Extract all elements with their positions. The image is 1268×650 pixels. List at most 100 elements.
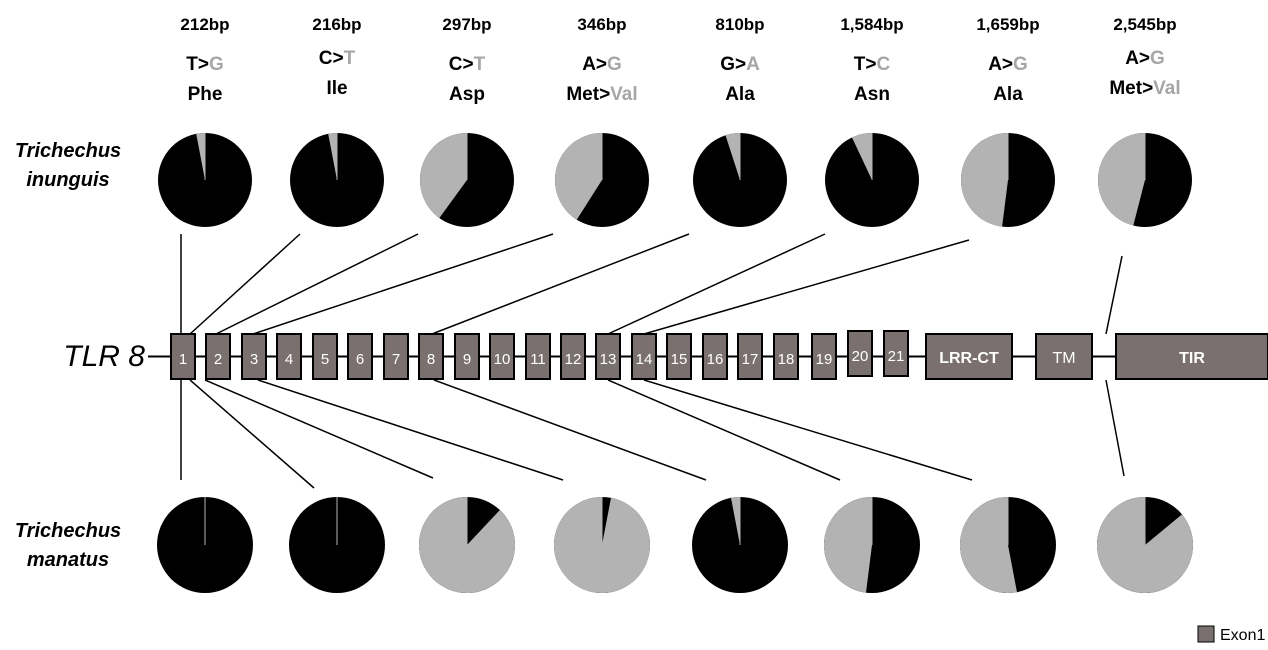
exon-box-19 — [811, 333, 837, 380]
connector-top-3 — [252, 233, 554, 335]
snp-ref-4: G — [720, 54, 735, 75]
exon-box-1 — [170, 333, 196, 380]
connector-top-5 — [607, 233, 826, 335]
exon-box-13 — [595, 333, 621, 380]
exon-box-20 — [847, 330, 873, 377]
exon-label-15: 15 — [671, 351, 688, 368]
domain-label-lrr-ct: LRR-CT — [939, 350, 999, 367]
exon-label-17: 17 — [742, 351, 759, 368]
pie-manatus-5-minor-slice — [824, 497, 872, 593]
pie-inunguis-7-minor-slice — [1098, 133, 1145, 226]
snp-arrow-4: > — [735, 54, 746, 75]
snp-aa-2: Asp — [449, 84, 485, 105]
snp-ref-6: A — [988, 54, 1002, 75]
pie-manatus-7 — [1096, 497, 1193, 594]
snp-change-7: A>G — [1125, 48, 1165, 69]
exon-label-6: 6 — [356, 351, 364, 368]
snp-alt-0: G — [209, 54, 224, 75]
pie-inunguis-5 — [825, 133, 919, 227]
snp-aa-alt-3: Val — [610, 84, 637, 105]
exon-label-12: 12 — [565, 351, 582, 368]
exon-label-4: 4 — [285, 351, 293, 368]
snp-position-5: 1,584bp — [840, 15, 903, 34]
exon-label-19: 19 — [816, 351, 833, 368]
snp-aa-arrow-7: > — [1142, 78, 1153, 99]
exon-box-11 — [525, 333, 551, 380]
snp-arrow-0: > — [198, 54, 209, 75]
snp-arrow-2: > — [463, 54, 474, 75]
snp-position-3: 346bp — [577, 15, 626, 34]
pie-inunguis-2 — [420, 133, 514, 227]
snp-aa-3: Met>Val — [566, 84, 637, 105]
exon-label-7: 7 — [392, 351, 400, 368]
snp-alt-1: T — [344, 48, 356, 69]
pie-manatus-4 — [692, 497, 788, 593]
pie-inunguis-0-minor-slice — [196, 132, 205, 180]
exon-box-4 — [276, 333, 302, 380]
snp-alt-7: G — [1150, 48, 1165, 69]
connector-bottom-2 — [204, 379, 434, 479]
pie-manatus-6 — [959, 496, 1056, 593]
snp-aa-1: Ile — [326, 78, 347, 99]
exon-box-14 — [631, 333, 657, 380]
exon-box-21 — [883, 330, 909, 377]
snp-aa-ref-3: Met — [566, 84, 599, 105]
snp-alt-3: G — [607, 54, 622, 75]
exon-label-13: 13 — [600, 351, 617, 368]
snp-aa-ref-7: Met — [1109, 78, 1142, 99]
pie-manatus-0 — [157, 497, 253, 593]
exon-box-2 — [205, 333, 231, 380]
exon-label-10: 10 — [494, 351, 511, 368]
pie-inunguis-6-minor-slice — [960, 133, 1008, 227]
connector-bottom-5 — [607, 379, 841, 481]
exon-label-8: 8 — [427, 351, 435, 368]
snp-ref-0: T — [186, 54, 198, 75]
domain-label-tir: TIR — [1179, 350, 1205, 367]
exon-box-16 — [702, 333, 728, 380]
pie-manatus-2 — [419, 497, 516, 593]
snp-ref-1: C — [319, 48, 333, 69]
snp-position-4: 810bp — [715, 15, 764, 34]
pie-inunguis-3 — [555, 133, 649, 227]
species-manatus-line1: Trichechus — [15, 520, 121, 542]
pie-manatus-3 — [553, 496, 650, 594]
snp-ref-5: T — [854, 54, 866, 75]
legend-label: Exon1 — [1220, 627, 1265, 644]
pie-inunguis-1 — [290, 132, 384, 227]
snp-change-1: C>T — [319, 48, 356, 69]
snp-ref-7: A — [1125, 48, 1139, 69]
snp-arrow-3: > — [596, 54, 607, 75]
pie-inunguis-5-minor-slice — [851, 133, 872, 180]
snp-arrow-7: > — [1139, 48, 1150, 69]
exon-box-17 — [737, 333, 763, 380]
exon-box-18 — [773, 333, 799, 380]
pie-manatus-4-minor-slice — [731, 497, 740, 545]
connector-bottom-7 — [1105, 379, 1125, 477]
exon-label-18: 18 — [778, 351, 795, 368]
exon-box-6 — [347, 333, 373, 380]
exon-label-5: 5 — [321, 351, 329, 368]
snp-change-2: C>T — [449, 54, 486, 75]
exon-label-2: 2 — [214, 351, 222, 368]
snp-ref-2: C — [449, 54, 463, 75]
snp-alt-4: A — [746, 54, 760, 75]
exon-label-21: 21 — [888, 348, 905, 365]
snp-position-7: 2,545bp — [1113, 15, 1176, 34]
exon-label-16: 16 — [707, 351, 724, 368]
snp-position-0: 212bp — [180, 15, 229, 34]
exon-label-3: 3 — [250, 351, 258, 368]
snp-aa-alt-7: Val — [1153, 78, 1180, 99]
gene-label: TLR 8 — [63, 340, 145, 373]
pie-inunguis-6 — [960, 133, 1055, 227]
snp-change-5: T>C — [854, 54, 891, 75]
exon-box-8 — [418, 333, 444, 380]
snp-aa-4: Ala — [725, 84, 755, 105]
species-manatus-line2: manatus — [27, 549, 109, 571]
domain-box-lrr-ct — [925, 333, 1013, 380]
pie-inunguis-4-minor-slice — [725, 133, 740, 180]
exon-box-10 — [489, 333, 515, 380]
connector-top-7 — [1105, 255, 1123, 335]
connector-top-4 — [431, 233, 690, 335]
